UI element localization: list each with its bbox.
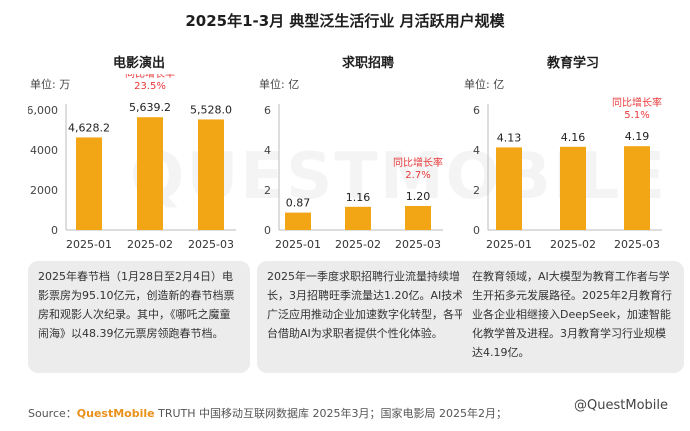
brand-watermark: @QuestMobile	[574, 398, 668, 413]
source-prefix: Source：	[28, 407, 77, 420]
panel-title: 电影演出	[112, 56, 165, 71]
panel-title: 教育学习	[546, 56, 599, 71]
bar	[137, 117, 163, 230]
growth-rate-label: 同比增长率	[125, 74, 175, 80]
x-tick-label: 2025-01	[66, 238, 112, 251]
panel-jobs: 求职招聘 单位: 亿 0 2 4 6 0.87 2025-01 1.16 2025-02 1.20…	[257, 52, 479, 382]
y-tick-label: 0	[473, 224, 480, 237]
growth-rate-value: 23.5%	[134, 81, 166, 92]
data-label: 1.16	[346, 191, 371, 204]
x-tick-label: 2025-01	[486, 238, 532, 251]
note-box: 2025年春节档（1月28日至2月4日）电影票房为95.10亿元，创造新的春节档…	[28, 261, 250, 373]
x-tick-label: 2025-03	[614, 238, 660, 251]
y-tick-label: 2000	[30, 184, 58, 197]
x-tick-label: 2025-03	[395, 238, 441, 251]
source-line: Source：QuestMobile TRUTH 中国移动互联网数据库 2025…	[28, 405, 507, 421]
bar	[405, 206, 431, 230]
x-tick-label: 2025-02	[335, 238, 381, 251]
y-tick-label: 4	[264, 144, 271, 157]
y-tick-label: 4	[473, 144, 480, 157]
y-tick-label: 0	[51, 224, 58, 237]
y-tick-label: 0	[264, 224, 271, 237]
growth-rate-value: 5.1%	[624, 110, 649, 121]
bar	[198, 119, 224, 230]
panel-movies: 电影演出 单位: 万 0 2000 4000 6,000 4,628.2 2025-01 5,…	[28, 52, 250, 382]
data-label: 1.20	[406, 190, 431, 203]
chart-movies: 单位: 万 0 2000 4000 6,000 4,628.2 2025-01 5,639.2…	[28, 74, 236, 251]
growth-rate-label: 同比增长率	[612, 96, 662, 109]
growth-rate-value: 2.7%	[405, 170, 430, 181]
source-brand: QuestMobile	[76, 407, 155, 420]
chart-education: 单位: 亿 0 2 4 6 4.13 2025-01 4.16 2025-02 4.19 2025-…	[464, 77, 662, 251]
note-box: 2025年一季度求职招聘行业流量持续增长，3月招聘旺季流量达1.20亿。AI技术…	[257, 261, 479, 373]
chart-jobs: 单位: 亿 0 2 4 6 0.87 2025-01 1.16 2025-02 1.20 2025-…	[259, 77, 443, 251]
page-title: 2025年1-3月 典型泛生活行业 月活跃用户规模	[185, 12, 505, 30]
y-tick-label: 6	[473, 104, 480, 117]
bar	[345, 206, 371, 230]
y-tick-label: 2	[264, 184, 271, 197]
y-tick-label: 6	[264, 104, 271, 117]
note-box: 在教育领域，AI大模型为教育工作者与学生开拓多元发展路径。2025年2月教育行业…	[462, 261, 684, 373]
panel-education: 教育学习 单位: 亿 0 2 4 6 4.13 2025-01 4.16 2025-02 4.19…	[462, 52, 684, 382]
data-label: 0.87	[286, 197, 311, 210]
y-tick-label: 6,000	[28, 104, 58, 117]
bar	[76, 137, 102, 230]
y-tick-label: 2	[473, 184, 480, 197]
unit-label: 单位: 亿	[464, 77, 504, 91]
data-label: 5,528.0	[190, 103, 232, 116]
bar	[496, 147, 522, 230]
bar	[560, 146, 586, 230]
bar	[285, 212, 311, 230]
bar	[624, 146, 650, 230]
x-tick-label: 2025-03	[188, 238, 234, 251]
data-label: 5,639.2	[129, 101, 171, 114]
panel-title: 求职招聘	[341, 56, 394, 71]
data-label: 4,628.2	[68, 121, 110, 134]
y-tick-label: 4000	[30, 144, 58, 157]
unit-label: 单位: 亿	[259, 77, 299, 91]
growth-rate-label: 同比增长率	[393, 156, 443, 169]
x-tick-label: 2025-01	[275, 238, 321, 251]
data-label: 4.16	[561, 131, 586, 144]
data-label: 4.13	[497, 131, 522, 144]
x-tick-label: 2025-02	[550, 238, 596, 251]
source-text: TRUTH 中国移动互联网数据库 2025年3月；国家电影局 2025年2月；	[158, 407, 507, 420]
data-label: 4.19	[625, 130, 650, 143]
unit-label: 单位: 万	[30, 77, 70, 91]
x-tick-label: 2025-02	[127, 238, 173, 251]
